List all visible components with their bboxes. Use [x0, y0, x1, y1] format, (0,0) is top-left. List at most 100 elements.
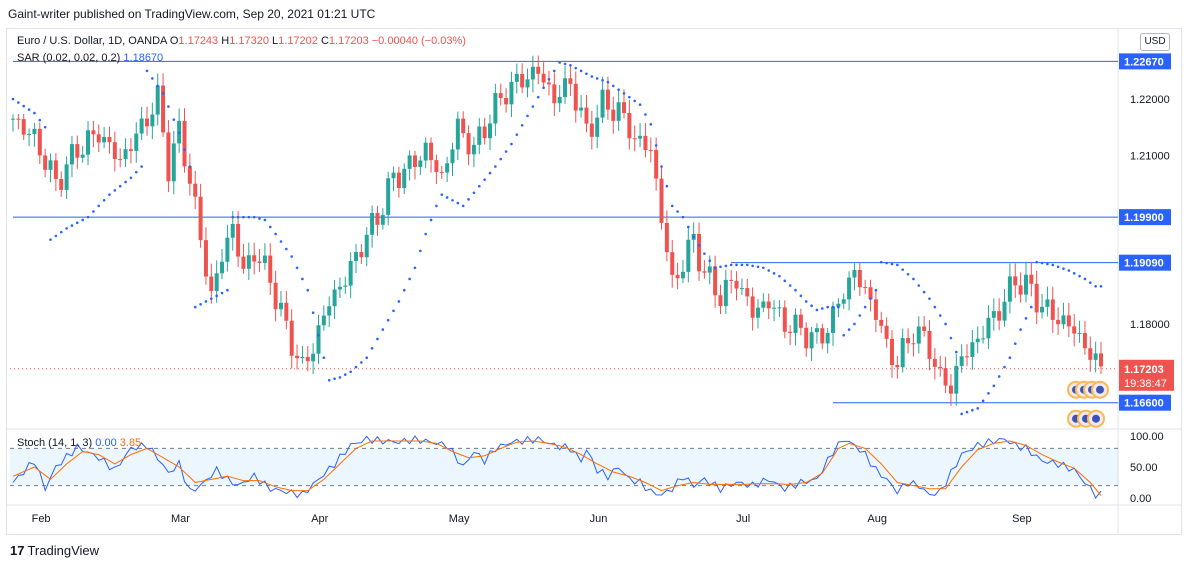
- time-tick-label: May: [449, 513, 470, 525]
- candle-body: [579, 107, 584, 111]
- sar-dot: [778, 274, 781, 278]
- candle-body: [75, 144, 80, 158]
- candle-body: [370, 212, 375, 235]
- candle-body: [354, 252, 359, 261]
- candle-body: [498, 93, 503, 99]
- sar-dot: [660, 165, 663, 168]
- level-label: 1.22670: [1124, 56, 1164, 68]
- sar-dot: [971, 408, 974, 412]
- candle-body: [209, 276, 214, 292]
- candle-body: [991, 311, 996, 318]
- candle-body: [868, 287, 873, 300]
- candle-body: [1029, 274, 1034, 284]
- sar-dot: [670, 204, 674, 208]
- candle-body: [1023, 274, 1028, 295]
- candle-body: [782, 307, 787, 332]
- candle-body: [107, 136, 112, 143]
- sar-dot: [644, 113, 647, 116]
- open-label: O: [169, 35, 179, 47]
- candle-body: [80, 154, 85, 158]
- candle-body: [884, 325, 889, 339]
- sar-dot: [804, 300, 808, 303]
- sar-dot: [997, 375, 1001, 378]
- candle-body: [943, 368, 948, 386]
- sar-dot: [574, 66, 578, 70]
- sar-dot: [724, 264, 728, 268]
- sar-dot: [756, 265, 760, 269]
- sar-dot: [161, 92, 165, 95]
- sar-dot: [220, 291, 224, 295]
- candle-body: [814, 328, 819, 333]
- sar-dot: [826, 305, 829, 309]
- close-value: 1.17203: [328, 35, 369, 47]
- sar-dot: [1035, 260, 1038, 264]
- candle-body: [911, 343, 916, 345]
- stoch-label[interactable]: Stoch (14, 1, 3): [17, 437, 93, 449]
- sar-dot: [992, 384, 996, 388]
- candle-body: [112, 142, 117, 160]
- sar-dot: [402, 288, 406, 292]
- sar-dot: [708, 259, 712, 263]
- candle-body: [412, 155, 417, 168]
- candle-body: [21, 119, 26, 135]
- sar-dot: [215, 294, 218, 298]
- candle-body: [348, 260, 353, 286]
- sar-dot: [901, 268, 904, 271]
- candle-body: [423, 142, 428, 161]
- currency-badge[interactable]: USD: [1140, 33, 1170, 51]
- candle-body: [739, 288, 744, 290]
- event-flag-dot: [1096, 385, 1104, 394]
- sar-dot: [102, 198, 106, 202]
- sar-dot: [92, 210, 95, 213]
- symbol-name[interactable]: Euro / U.S. Dollar, 1D, OANDA: [17, 35, 167, 47]
- candle-body: [418, 160, 423, 168]
- sar-dot: [376, 337, 379, 341]
- sar-dot: [740, 263, 744, 267]
- candle-body: [102, 136, 107, 143]
- sar-dot: [268, 225, 272, 229]
- sar-dot: [65, 227, 68, 230]
- level-label-bg: [1119, 254, 1171, 271]
- level-label-bg: [1119, 394, 1171, 411]
- sar-dot: [794, 288, 797, 292]
- candle-body: [241, 256, 246, 269]
- sar-dot: [890, 262, 894, 266]
- sar-dot: [1099, 284, 1103, 288]
- level-label: 1.19900: [1124, 212, 1164, 224]
- sar-dot: [1067, 269, 1071, 272]
- candle-body: [766, 301, 771, 309]
- sar-dot: [638, 103, 642, 106]
- stoch-tick-label: 100.00: [1130, 431, 1164, 443]
- candle-body: [734, 280, 739, 289]
- sar-dot: [360, 361, 363, 364]
- sar-dot: [713, 266, 717, 270]
- sar-dot: [1030, 305, 1033, 309]
- sar-legend: SAR (0.02, 0.02, 0.2) 1.18670: [17, 52, 163, 64]
- sar-dot: [118, 184, 122, 188]
- sar-dot: [151, 77, 154, 80]
- sar-dot: [976, 407, 980, 410]
- candle-body: [745, 288, 750, 297]
- candle-body: [1061, 315, 1066, 325]
- sar-dot: [1008, 356, 1012, 360]
- candle-body: [198, 196, 203, 241]
- candle-body: [461, 118, 466, 134]
- candle-body: [707, 266, 712, 273]
- candle-body: [702, 271, 707, 273]
- candle-body: [750, 296, 755, 318]
- sar-dot: [274, 232, 277, 236]
- candle-body: [568, 78, 573, 84]
- sar-label[interactable]: SAR (0.02, 0.02, 0.2): [17, 52, 121, 64]
- sar-dot: [386, 318, 390, 322]
- sar-dot: [542, 86, 545, 90]
- bar-countdown-label: 19:38:47: [1124, 378, 1167, 390]
- tradingview-branding[interactable]: 17 TradingView: [10, 543, 99, 558]
- candle-body: [268, 255, 273, 283]
- candle-body: [938, 366, 943, 369]
- sar-dot: [285, 247, 288, 251]
- stoch-tick-label: 0.00: [1130, 493, 1151, 505]
- candle-body: [32, 128, 37, 135]
- candle-body: [295, 355, 300, 359]
- candle-body: [161, 85, 166, 133]
